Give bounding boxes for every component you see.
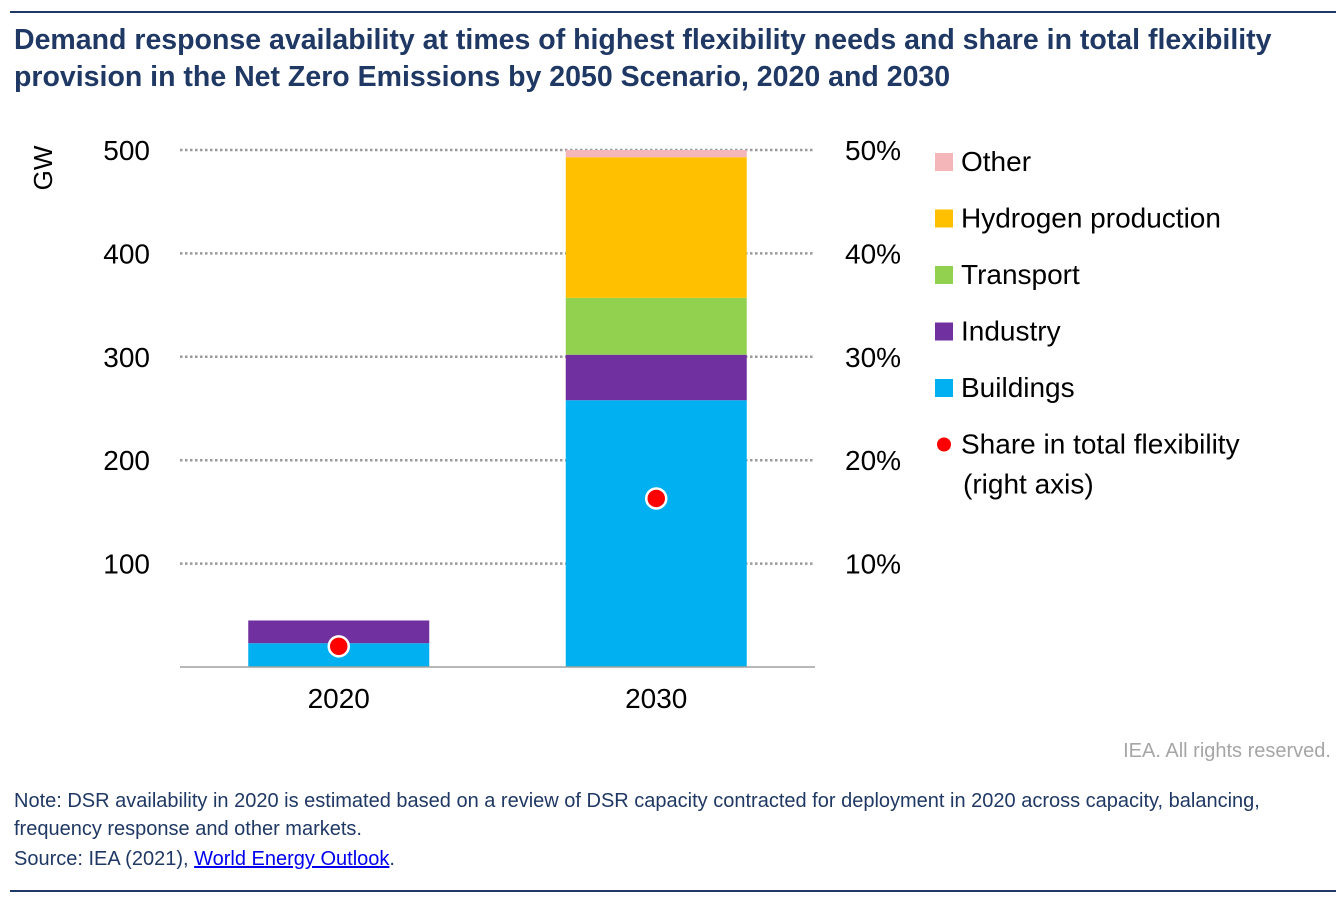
- legend-swatch: [935, 153, 953, 171]
- legend-label: Hydrogen production: [961, 203, 1221, 234]
- share-marker: [645, 487, 668, 510]
- bar-segment-buildings: [565, 400, 747, 667]
- bar-segment-industry: [248, 620, 430, 644]
- y-tick-label: 100: [103, 549, 150, 580]
- legend-swatch: [935, 322, 953, 341]
- chart-note: Note: DSR availability in 2020 is estima…: [14, 790, 1260, 840]
- y2-tick-label: 30%: [845, 342, 901, 373]
- y-tick-label: 400: [103, 238, 150, 269]
- legend-swatch: [935, 379, 953, 397]
- chart: 100 200 300 400 500 10% 20% 30% 40% 50% GW 2020 2030…: [28, 135, 1240, 714]
- bar-segment-other: [565, 150, 747, 158]
- y-tick-label: 500: [103, 135, 150, 166]
- y2-tick-label: 40%: [845, 238, 901, 269]
- chart-title: Demand response availability at times of…: [14, 24, 1272, 93]
- y2-tick-label: 10%: [845, 549, 901, 580]
- legend-swatch: [935, 266, 953, 284]
- y-tick-label: 300: [103, 342, 150, 373]
- legend-marker: [937, 437, 951, 452]
- x-tick-label: 2020: [308, 683, 370, 714]
- source-prefix: Source: IEA (2021),: [14, 848, 195, 870]
- legend-label: Share in total flexibility: [961, 429, 1240, 460]
- source-link[interactable]: World Energy Outlook: [194, 848, 390, 870]
- y2-tick-label: 20%: [845, 445, 901, 476]
- share-marker: [327, 635, 350, 658]
- bar-segment-industry: [565, 354, 747, 401]
- legend-swatch: [935, 209, 953, 228]
- legend-label: (right axis): [963, 469, 1094, 500]
- legend-label: Other: [961, 146, 1031, 177]
- copyright-text: IEA. All rights reserved.: [1123, 740, 1331, 762]
- top-rule: [10, 11, 1336, 13]
- bar-segment-hydrogen-production: [565, 157, 747, 298]
- y-tick-label: 200: [103, 445, 150, 476]
- chart-source: Source: IEA (2021), World Energy Outlook…: [14, 848, 395, 871]
- y-axis-label: GW: [28, 145, 58, 190]
- legend-label: Industry: [961, 316, 1061, 347]
- source-suffix: .: [389, 848, 395, 870]
- bar-segment-transport: [565, 297, 747, 355]
- bottom-rule: [10, 890, 1336, 892]
- legend-label: Buildings: [961, 372, 1075, 403]
- y2-tick-label: 50%: [845, 135, 901, 166]
- legend-label: Transport: [961, 259, 1080, 290]
- x-tick-label: 2030: [625, 683, 687, 714]
